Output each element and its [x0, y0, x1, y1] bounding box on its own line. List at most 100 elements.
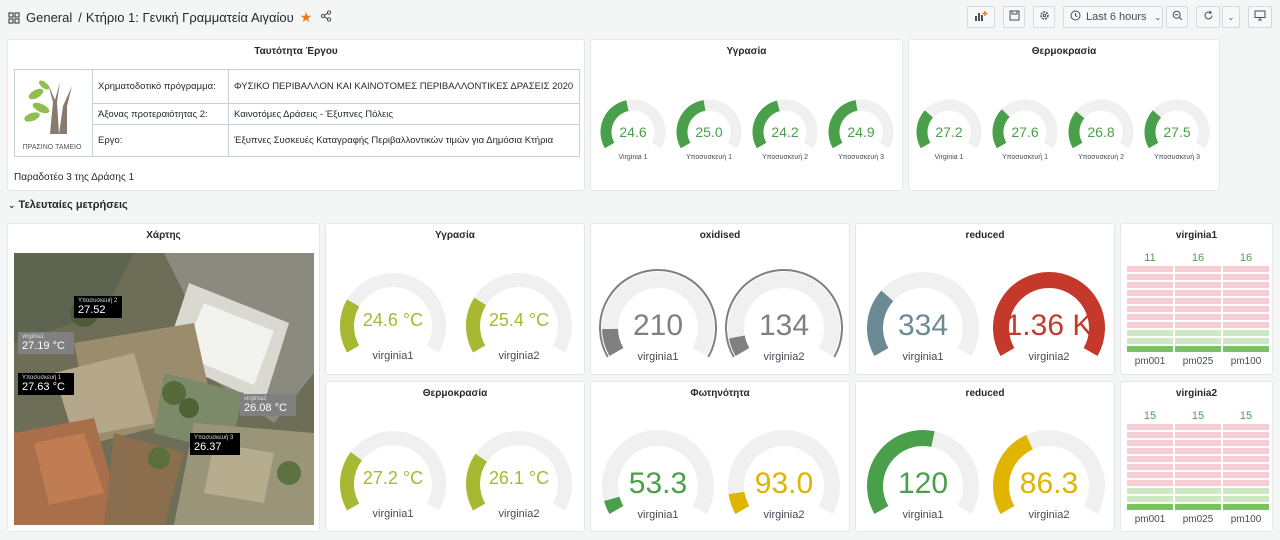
row-title: Τελευταίες μετρήσεις	[18, 199, 128, 211]
heatmap-cell	[1127, 266, 1173, 272]
gauge-arc	[1144, 99, 1210, 149]
heatmap-cell	[1175, 290, 1221, 296]
gauge: 27.2 °C virginia1	[334, 422, 452, 530]
chevron-down-icon: ⌄	[8, 200, 16, 210]
gauge-fill	[604, 496, 624, 514]
map-marker[interactable]: Υποσυσκευή 1 27.63 °C	[18, 373, 74, 395]
gauge: 24.9 Υποσυσκευή 3	[825, 96, 897, 166]
marker-name: virginia2	[244, 396, 267, 402]
gauge-value: 210	[632, 309, 684, 342]
humidity-gauge-panel: Υγρασία 24.6 °C virginia1 25.4 °C virginia2	[325, 223, 585, 375]
gauge-track	[602, 272, 714, 356]
chevron-down-icon: ⌄	[1227, 12, 1235, 22]
gauge-threshold-ring	[599, 269, 717, 358]
heatmap-top-value: 15	[1239, 410, 1253, 422]
heatmap-cell	[1175, 306, 1221, 312]
gauge-value: 27.2	[935, 124, 963, 140]
settings-button[interactable]	[1033, 6, 1055, 28]
tv-mode-button[interactable]	[1248, 6, 1272, 28]
share-icon[interactable]	[320, 10, 332, 25]
gauge-value: 1.36 K	[1005, 309, 1093, 342]
satellite-map[interactable]: Υποσυσκευή 2 27.52 virginia1 27.19 °C Υπ…	[14, 253, 314, 525]
gauge-value: 86.3	[1019, 467, 1079, 500]
gauge-fill	[600, 100, 629, 149]
heatmap-cell	[1223, 464, 1269, 470]
gauge-label: Virginia 1	[618, 154, 648, 161]
green-fund-logo: ΠΡΑΣΙΝΟ ΤΑΜΕΙΟ	[17, 72, 87, 154]
heatmap-column-label: pm001	[1134, 356, 1166, 367]
temperature-gauge-panel: Θερμοκρασία 27.2 °C virginia1 26.1 °C virgi…	[325, 381, 585, 532]
time-range-picker[interactable]: Last 6 hours ⌄	[1063, 6, 1163, 28]
grid-icon[interactable]	[8, 11, 20, 24]
refresh-button[interactable]	[1196, 6, 1220, 28]
logo-cell: ΠΡΑΣΙΝΟ ΤΑΜΕΙΟ	[14, 69, 93, 157]
map-marker[interactable]: virginia2 26.08 °C	[240, 394, 296, 416]
heatmap-cell	[1223, 504, 1269, 510]
oxidised-gauge-panel: oxidised 210 virginia1 134 virginia2	[590, 223, 850, 375]
add-panel-button[interactable]	[967, 6, 995, 28]
virginia1-heatmap-panel: virginia1 11 pm001 16 pm025 16 pm100	[1120, 223, 1273, 375]
heatmap-cell	[1223, 448, 1269, 454]
heatmap-cell	[1127, 504, 1173, 510]
gauge: 120 virginia1	[864, 418, 982, 530]
heatmap-cell	[1127, 346, 1173, 352]
gauge-label: Υποσυσκευή 1	[686, 154, 732, 161]
breadcrumb: General / Κτήριο 1: Γενική Γραμματεία Αι…	[8, 9, 332, 26]
refresh-interval-dropdown[interactable]: ⌄	[1222, 6, 1240, 28]
heatmap-cell	[1223, 282, 1269, 288]
gauge-arc	[340, 273, 446, 353]
gauge-label: Υποσυσκευή 2	[762, 154, 808, 161]
gauge: 25.4 °C virginia2	[460, 264, 578, 372]
clock-icon	[1070, 10, 1081, 24]
heatmap-column-label: pm001	[1134, 514, 1166, 525]
save-icon	[1009, 10, 1020, 24]
gauge-label: Υποσυσκευή 1	[1002, 154, 1048, 161]
refresh-icon	[1203, 10, 1214, 24]
gauge-threshold-ring	[725, 269, 843, 358]
map-marker[interactable]: virginia1 27.19 °C	[18, 332, 74, 354]
heatmap-cell	[1223, 330, 1269, 336]
humidity-summary-panel: Υγρασία 24.6 Virginia 1 25.0 Υποσυσκευή 1 24…	[590, 39, 903, 191]
row-collapse-toggle[interactable]: ⌄ Τελευταίες μετρήσεις	[8, 199, 128, 211]
gauge: 24.2 Υποσυσκευή 2	[749, 96, 821, 166]
gauge-fill	[676, 99, 706, 149]
gauge: 26.1 °C virginia2	[460, 422, 578, 530]
heatmap-cell	[1127, 338, 1173, 344]
gauge-fill	[867, 430, 935, 514]
panel-title: Υγρασία	[435, 230, 475, 241]
chevron-down-icon: ⌄	[1154, 12, 1162, 22]
gauge-arc	[466, 431, 572, 511]
save-dashboard-button[interactable]	[1003, 6, 1025, 28]
value-cell: ΦΥΣΙΚΟ ΠΕΡΙΒΑΛΛΟΝ ΚΑΙ ΚΑΙΝΟΤΟΜΕΣ ΠΕΡΙΒΑΛ…	[228, 68, 580, 105]
heatmap-top-value: 15	[1143, 410, 1157, 422]
heatmap-cell	[1127, 424, 1173, 430]
map-marker[interactable]: Υποσυσκευή 2 27.52	[74, 296, 122, 318]
heatmap-cell	[1223, 298, 1269, 304]
time-range-label: Last 6 hours	[1086, 11, 1147, 23]
gauge-arc	[1068, 99, 1134, 149]
zoom-out-button[interactable]	[1166, 6, 1188, 28]
gauge-label: virginia2	[1028, 509, 1070, 521]
gauge: 53.3 virginia1	[599, 418, 717, 530]
heatmap-cell	[1175, 488, 1221, 494]
breadcrumb-root[interactable]: General	[26, 10, 73, 25]
heatmap-cell	[1175, 322, 1221, 328]
star-icon[interactable]: ★	[299, 9, 313, 25]
gauge-arc	[676, 99, 742, 149]
gauge-value: 334	[897, 309, 949, 342]
heatmap-cell	[1175, 448, 1221, 454]
heatmap-column-label: pm025	[1182, 514, 1214, 525]
heatmap-cell	[1223, 266, 1269, 272]
gauge-track	[728, 430, 840, 514]
heatmap-cell	[1127, 480, 1173, 486]
panel-title: Χάρτης	[146, 230, 181, 241]
gauge-arc	[466, 273, 572, 353]
heatmap-column-label: pm025	[1182, 356, 1214, 367]
heatmap-cell	[1127, 322, 1173, 328]
gauge-fill	[1068, 111, 1085, 149]
heatmap-column-label: pm100	[1230, 514, 1262, 525]
dashboard-title[interactable]: Κτήριο 1: Γενική Γραμματεία Αιγαίου	[85, 10, 294, 25]
heatmap-cell	[1223, 432, 1269, 438]
map-marker[interactable]: Υποσυσκευή 3 26.37	[190, 433, 240, 455]
map-panel: Χάρτης Υποσυσκευή 2 27.52 vi	[7, 223, 320, 532]
